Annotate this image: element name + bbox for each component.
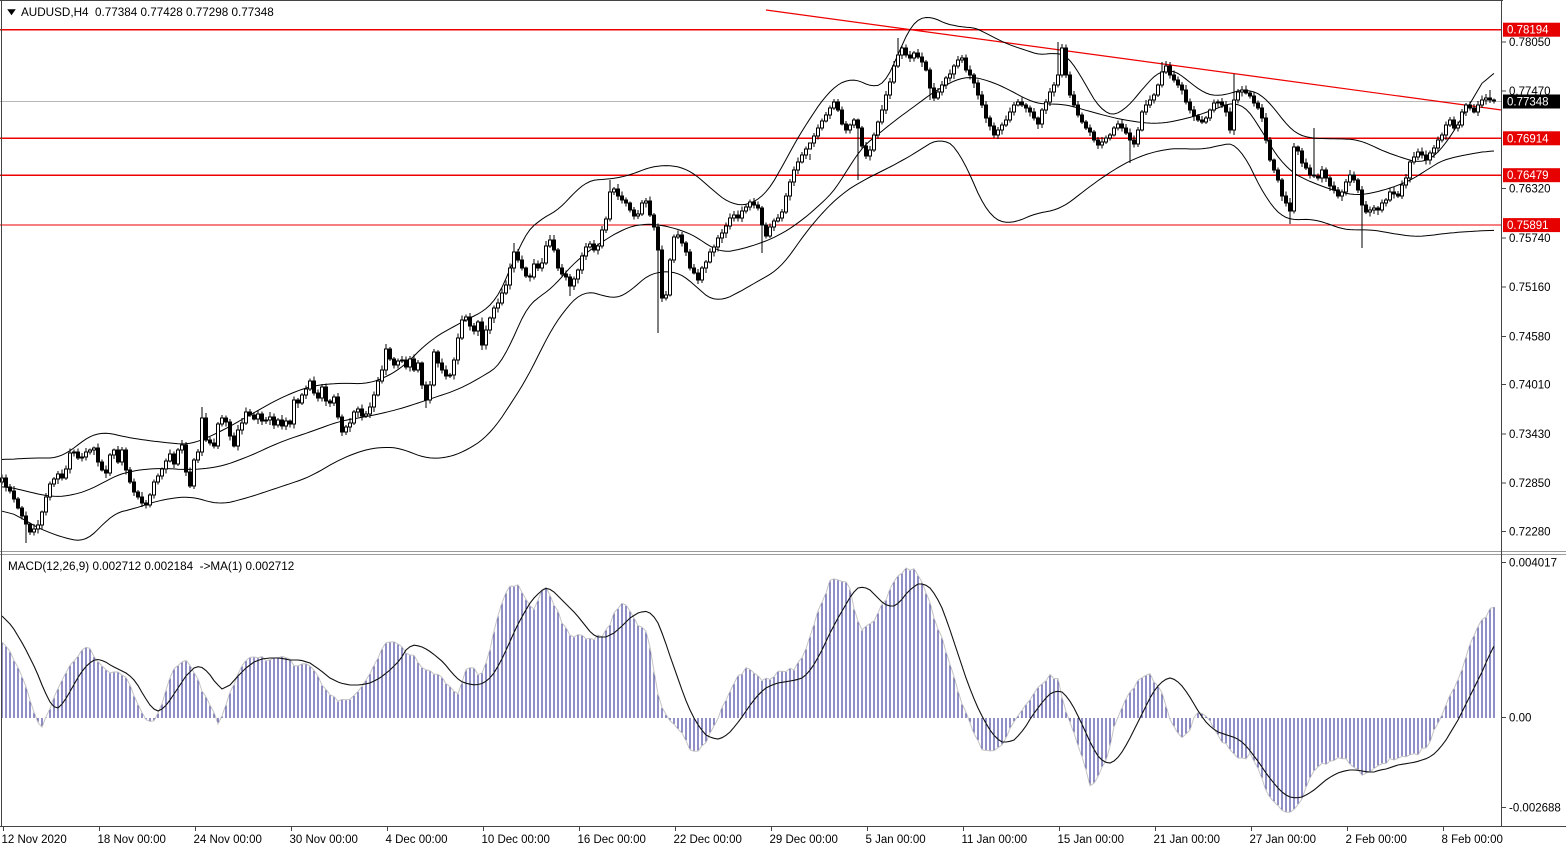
svg-text:8 Feb 00:00: 8 Feb 00:00	[1442, 834, 1503, 846]
svg-text:15 Jan 00:00: 15 Jan 00:00	[1058, 834, 1125, 846]
svg-text:21 Jan 00:00: 21 Jan 00:00	[1154, 834, 1221, 846]
svg-text:22 Dec 00:00: 22 Dec 00:00	[674, 834, 742, 846]
svg-text:AUDUSD,H4 0.77384 0.77428 0.7: AUDUSD,H4 0.77384 0.77428 0.77298 0.7734…	[21, 6, 274, 19]
svg-text:30 Nov 00:00: 30 Nov 00:00	[290, 834, 358, 846]
svg-text:27 Jan 00:00: 27 Jan 00:00	[1250, 834, 1317, 846]
svg-text:0.76479: 0.76479	[1507, 170, 1549, 182]
svg-text:0.75891: 0.75891	[1507, 220, 1549, 232]
svg-text:-0.002688: -0.002688	[1509, 802, 1561, 814]
svg-text:0.75160: 0.75160	[1509, 282, 1551, 294]
svg-text:29 Dec 00:00: 29 Dec 00:00	[770, 834, 838, 846]
svg-text:0.74010: 0.74010	[1509, 380, 1551, 392]
svg-text:2 Feb 00:00: 2 Feb 00:00	[1346, 834, 1407, 846]
svg-text:0.76914: 0.76914	[1507, 133, 1549, 145]
svg-text:5 Jan 00:00: 5 Jan 00:00	[866, 834, 926, 846]
svg-text:0.72850: 0.72850	[1509, 478, 1551, 490]
svg-text:0.004017: 0.004017	[1509, 558, 1557, 570]
svg-text:0.73430: 0.73430	[1509, 429, 1551, 441]
svg-text:0.74580: 0.74580	[1509, 331, 1551, 343]
svg-text:0.77348: 0.77348	[1507, 97, 1549, 109]
svg-text:16 Dec 00:00: 16 Dec 00:00	[578, 834, 646, 846]
svg-text:0.76320: 0.76320	[1509, 184, 1551, 196]
svg-text:0.75740: 0.75740	[1509, 233, 1551, 245]
svg-text:24 Nov 00:00: 24 Nov 00:00	[194, 834, 262, 846]
svg-text:11 Jan 00:00: 11 Jan 00:00	[962, 834, 1028, 846]
svg-text:0.00: 0.00	[1509, 713, 1531, 725]
svg-text:0.72280: 0.72280	[1509, 527, 1551, 539]
svg-text:0.78194: 0.78194	[1507, 25, 1549, 37]
svg-text:MACD(12,26,9) 0.002712 0.00218: MACD(12,26,9) 0.002712 0.002184 ->MA(1) …	[8, 560, 294, 573]
svg-text:10 Dec 00:00: 10 Dec 00:00	[482, 834, 550, 846]
svg-text:12 Nov 2020: 12 Nov 2020	[2, 834, 67, 846]
svg-text:18 Nov 00:00: 18 Nov 00:00	[98, 834, 166, 846]
svg-text:0.78050: 0.78050	[1509, 37, 1551, 49]
svg-text:4 Dec 00:00: 4 Dec 00:00	[386, 834, 448, 846]
